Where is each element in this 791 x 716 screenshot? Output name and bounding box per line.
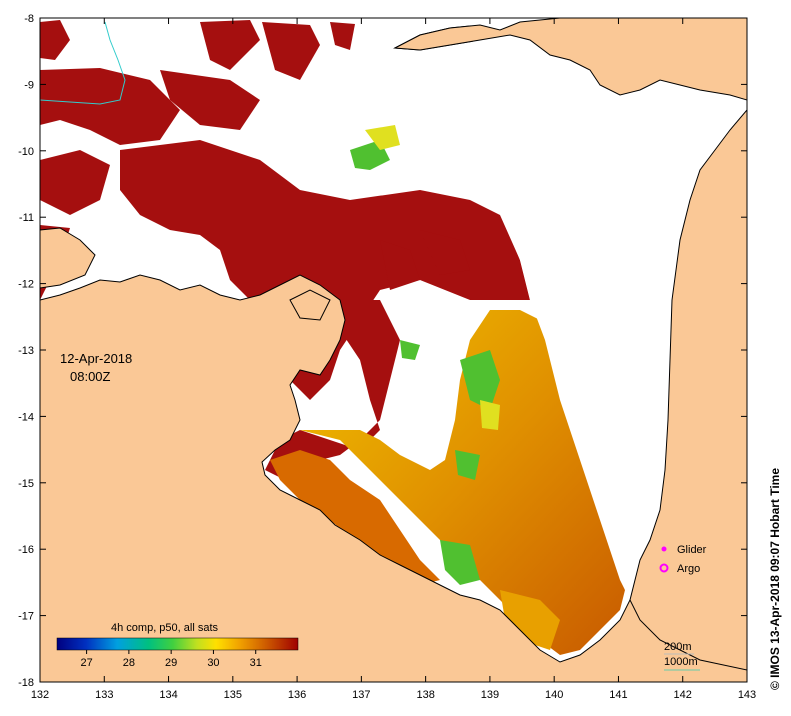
date-label: 12-Apr-2018 (60, 351, 132, 366)
cape-york (393, 18, 747, 101)
lat-tick-label: -16 (18, 544, 34, 556)
lon-tick-label: 143 (738, 689, 756, 701)
time-label: 08:00Z (70, 369, 111, 384)
lat-tick-label: -11 (19, 212, 34, 224)
lon-tick-label: 138 (416, 689, 434, 701)
lat-tick-label: -13 (18, 345, 34, 357)
lat-tick-label: -12 (18, 279, 34, 291)
lon-tick-label: 142 (674, 689, 692, 701)
lon-tick-label: 136 (288, 689, 306, 701)
axis-ticks: 132 133 134 135 136 137 138 139 140 141 142 143 -8 -9… (18, 13, 756, 701)
lon-tick-label: 134 (159, 689, 177, 701)
bathy-200-label: 200m (664, 641, 692, 653)
colorbar-tick-label: 31 (250, 657, 262, 669)
glider-icon (661, 546, 667, 552)
lon-tick-label: 139 (481, 689, 499, 701)
lon-tick-label: 132 (31, 689, 49, 701)
lon-tick-label: 141 (609, 689, 627, 701)
lon-tick-label: 137 (352, 689, 370, 701)
lat-tick-label: -8 (24, 13, 34, 25)
sst-hot-region (40, 20, 530, 480)
glider-label: Glider (677, 544, 707, 556)
lon-tick-label: 135 (224, 689, 242, 701)
lat-tick-label: -15 (18, 478, 34, 490)
sst-yellow-patches (365, 125, 500, 430)
colorbar-tick-label: 27 (80, 657, 92, 669)
lat-tick-label: -9 (24, 79, 34, 91)
colorbar-ticks: 27 28 29 30 31 (80, 650, 262, 669)
lat-tick-label: -10 (18, 146, 34, 158)
imos-credit: © IMOS 13-Apr-2018 09:07 Hobart Time (768, 468, 782, 690)
colorbar-title: 4h comp, p50, all sats (111, 622, 219, 634)
lat-tick-label: -17 (18, 611, 34, 623)
colorbar (56, 637, 299, 651)
lat-tick-label: -14 (18, 411, 34, 423)
no-data-swath (470, 18, 747, 600)
bathymetry-line (40, 21, 126, 105)
sst-warm-region (270, 310, 625, 655)
bathy-1000-label: 1000m (664, 656, 698, 668)
colorbar-tick-label: 30 (207, 657, 219, 669)
colorbar-tick-label: 28 (123, 657, 135, 669)
lon-tick-label: 140 (545, 689, 563, 701)
argo-label: Argo (677, 563, 700, 575)
argo-icon (659, 563, 669, 573)
sst-cool-patches (350, 140, 500, 585)
colorbar-tick-label: 29 (165, 657, 177, 669)
lon-tick-label: 133 (95, 689, 113, 701)
cape-york-west-coast (629, 109, 747, 671)
lat-tick-label: -18 (18, 677, 34, 689)
